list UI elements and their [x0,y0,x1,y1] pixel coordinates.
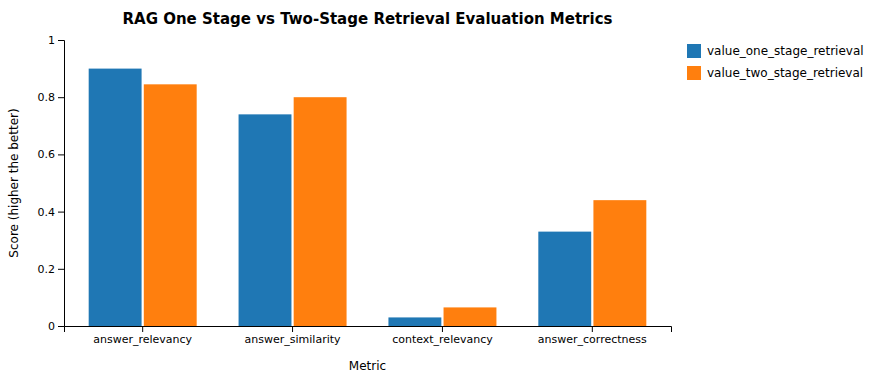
legend-item: value_two_stage_retrieval [687,66,863,80]
title: RAG One Stage vs Two-Stage Retrieval Eva… [123,10,613,28]
bar [444,307,497,326]
plot: answer_relevancy answer_similarity context… [38,34,672,346]
y-tick-label: 0.6 [38,148,56,161]
y-tick-label: 1 [48,34,55,47]
x-tick: answer_relevancy [93,326,192,346]
y-tick-mark [58,154,64,155]
y-tick: 0.4 [38,206,65,219]
legend-swatch [687,44,701,58]
bar-series [89,69,592,326]
y-tick: 0.6 [38,148,65,161]
legend-swatch [687,66,701,80]
chart: answer_relevancy answer_similarity context… [0,0,886,384]
x-tick-mark [442,326,443,332]
bar [89,69,142,326]
bar [294,97,347,326]
legend-label: value_one_stage_retrieval [707,44,864,58]
x-tick-label: context_relevancy [392,333,493,346]
bar [388,317,441,326]
legend-item: value_one_stage_retrieval [687,44,864,58]
y-axis-title: Score (higher the better) [7,108,21,257]
y-tick: 0.8 [38,91,65,104]
y-tick-mark [58,40,64,41]
legend-label: value_two_stage_retrieval [707,66,863,80]
bar [239,114,292,326]
y-tick-label: 0.2 [38,263,56,276]
bar-series [144,84,647,326]
bar [538,232,591,326]
x-tick-mark [292,326,293,332]
x-tick-label: answer_similarity [245,333,341,346]
y-tick: 1 [48,34,64,47]
y-tick-label: 0 [48,320,55,333]
y-tick-mark [58,97,64,98]
x-tick: answer_similarity [245,326,341,346]
y-tick-mark [58,326,64,327]
x-tick: context_relevancy [392,326,493,346]
x-axis-line [65,327,672,333]
y-tick-label: 0.8 [38,91,56,104]
bars [89,69,647,326]
y-tick: 0 [48,320,64,333]
x-axis-title: Metric [349,359,386,373]
y-tick-mark [58,212,64,213]
bar [144,84,197,326]
y-axis-line [58,41,65,327]
y-tick: 0.2 [38,263,65,276]
y-axis: 0 0.2 0.4 0.6 0.8 1 [38,34,65,333]
x-tick-label: answer_relevancy [93,333,192,346]
x-tick: answer_correctness [538,326,647,346]
x-tick-mark [142,326,143,332]
x-axis: answer_relevancy answer_similarity context… [65,326,672,346]
x-tick-mark [592,326,593,332]
legend: value_one_stage_retrieval value_two_stage… [687,44,864,80]
x-tick-label: answer_correctness [538,333,647,346]
y-tick-label: 0.4 [38,206,56,219]
bar [593,200,646,326]
y-tick-mark [58,269,64,270]
